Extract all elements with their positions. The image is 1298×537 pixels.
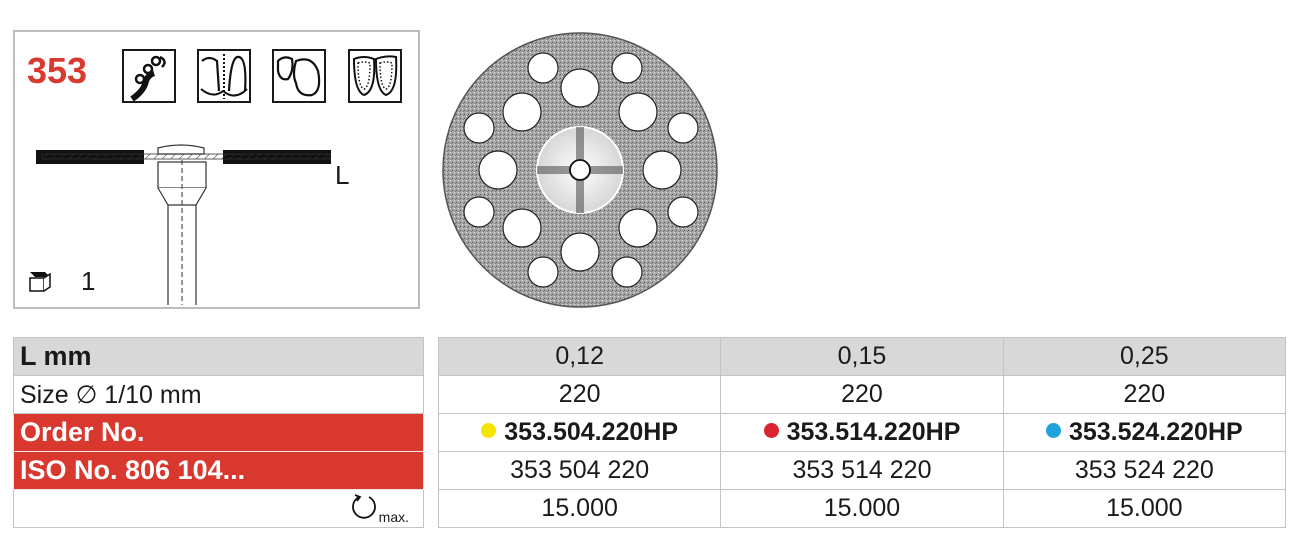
size-value: 220	[1002, 375, 1287, 414]
color-code-dot-red	[763, 423, 779, 438]
rpm-value: 15.000	[437, 489, 722, 528]
package-icon	[29, 272, 51, 292]
color-code-dot-blue	[1045, 423, 1061, 438]
size-value: 220	[720, 375, 1004, 414]
length-label: L	[335, 160, 350, 190]
rotation-speed-icon	[351, 494, 376, 519]
label-length: L mm	[13, 337, 424, 376]
length-value: 0,15	[720, 337, 1004, 376]
spec-row-labels: L mm Size ∅ 1/10 mm Order No. ISO No. 80…	[13, 337, 424, 528]
label-iso-no: ISO No. 806 104...	[13, 451, 424, 490]
label-rpm-max: max.	[13, 489, 424, 528]
iso-value: 353 524 220	[1002, 451, 1287, 490]
order-number-cell[interactable]: 353.524.220HP	[1002, 413, 1287, 452]
order-number-cell[interactable]: 353.514.220HP	[720, 413, 1004, 452]
label-size: Size ∅ 1/10 mm	[13, 375, 424, 414]
interproximal-separation-icon	[197, 49, 251, 103]
color-code-dot-yellow	[481, 423, 497, 438]
iso-value: 353 514 220	[720, 451, 1004, 490]
order-number-cell[interactable]: 353.504.220HP	[437, 413, 722, 452]
length-value: 0,25	[1002, 337, 1287, 376]
product-info-box: 353 L 1	[13, 30, 420, 309]
size-value: 220	[437, 375, 722, 414]
diamond-disc-image	[442, 32, 718, 308]
disc-side-profile-drawing	[36, 144, 331, 305]
rpm-value: 15.000	[720, 489, 1004, 528]
occlusal-surfaces-icon	[348, 49, 402, 103]
spec-table: 0,12 0,15 0,25 220 220 220 353.504.220HP…	[437, 337, 1287, 528]
iso-value: 353 504 220	[437, 451, 722, 490]
label-order-no: Order No.	[13, 413, 424, 452]
crown-prep-icon	[272, 49, 326, 103]
rpm-value: 15.000	[1002, 489, 1287, 528]
pack-quantity: 1	[81, 266, 96, 296]
length-value: 0,12	[437, 337, 722, 376]
orthodontic-bracket-icon	[122, 49, 176, 103]
product-number: 353	[27, 50, 88, 91]
